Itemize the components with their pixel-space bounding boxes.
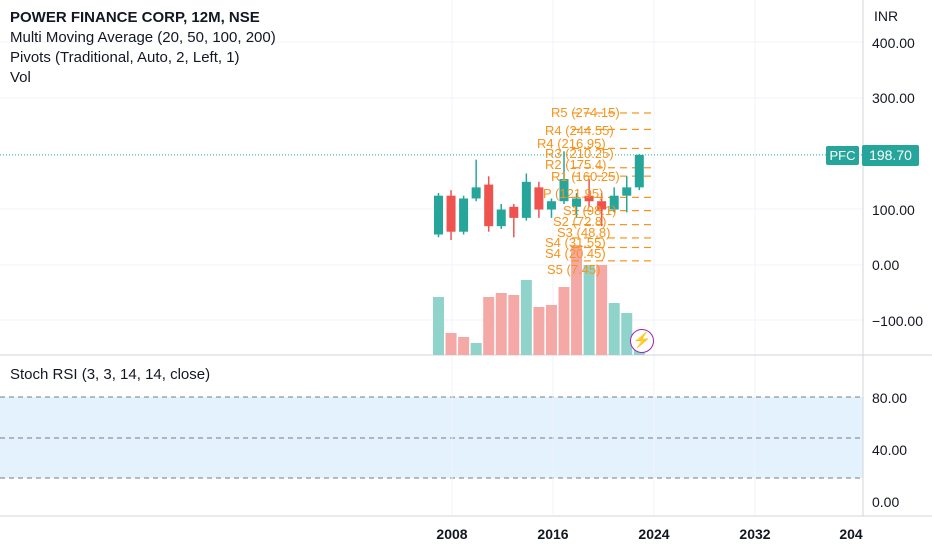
symbol-badge: PFC	[826, 146, 859, 165]
indicator-mma[interactable]: Multi Moving Average (20, 50, 100, 200)	[10, 29, 276, 46]
symbol-title: POWER FINANCE CORP, 12M, NSE	[10, 9, 260, 26]
stoch-rsi-title[interactable]: Stoch RSI (3, 3, 14, 14, close)	[10, 366, 211, 383]
price-tick: 100.00	[872, 202, 915, 218]
price-tick: 400.00	[872, 35, 915, 51]
time-tick: 204	[839, 526, 863, 542]
candle-body	[459, 198, 469, 232]
pivot-label: S5 (7.45)	[547, 262, 601, 277]
volume-bar	[608, 303, 620, 355]
candle-body	[446, 195, 456, 232]
volume-bar	[621, 313, 633, 355]
last-price-label: 198.70	[862, 145, 919, 166]
osc-tick: 40.00	[872, 442, 908, 458]
volume-bar	[558, 287, 570, 355]
pivot-label: S4 (31.55)	[545, 235, 606, 250]
price-tick: −100.00	[872, 313, 923, 329]
candle-body	[484, 184, 494, 227]
candle-body	[597, 201, 607, 210]
volume-bar	[571, 245, 583, 355]
pivot-label: R5 (274.15)	[551, 105, 620, 120]
candle-body	[609, 195, 619, 210]
pivot-label: R3 (210.25)	[545, 146, 614, 161]
candle-body	[559, 179, 569, 202]
pivot-label: S4 (20.45)	[545, 246, 606, 261]
pivot-label: R4 (244.55)	[545, 123, 614, 138]
time-tick: 2016	[537, 526, 569, 542]
volume-bar	[596, 265, 608, 355]
time-tick: 2024	[638, 526, 670, 542]
pivot-label: S1 (98.1)	[563, 203, 617, 218]
pivot-label: S2 (72.8)	[553, 214, 607, 229]
pivot-label: S3 (48.8)	[557, 225, 611, 240]
indicator-vol[interactable]: Vol	[10, 69, 31, 86]
currency-label[interactable]: INR	[874, 8, 899, 24]
volume-bar	[495, 293, 507, 355]
volume-bar	[545, 305, 557, 355]
price-tick: 300.00	[872, 90, 915, 106]
time-tick: 2008	[436, 526, 468, 542]
price-tick: 0.00	[872, 257, 900, 273]
osc-tick: 80.00	[872, 390, 908, 406]
candle-body	[572, 198, 582, 207]
candle-body	[434, 195, 443, 235]
indicator-pivots[interactable]: Pivots (Traditional, Auto, 2, Left, 1)	[10, 49, 240, 66]
pivot-label: R2 (175.4)	[545, 157, 607, 172]
volume-bar	[520, 280, 532, 355]
flash-icon[interactable]: ⚡	[630, 329, 654, 353]
candle-body	[584, 195, 594, 202]
volume-bar	[458, 337, 470, 355]
pivot-label: P (121.95)	[543, 186, 604, 201]
time-tick: 2032	[739, 526, 771, 542]
candle-body	[471, 187, 481, 199]
candle-body	[521, 181, 531, 218]
chart-legend: POWER FINANCE CORP, 12M, NSE Multi Movin…	[10, 8, 276, 88]
volume-bar	[445, 333, 457, 355]
candle-body	[622, 187, 632, 196]
pivot-label: R4 (216.95)	[537, 136, 606, 151]
candle-body	[534, 187, 544, 210]
osc-tick: 0.00	[872, 494, 900, 510]
candle-body	[496, 209, 506, 227]
candle-body	[509, 206, 519, 218]
volume-bar	[483, 297, 495, 355]
volume-bar	[583, 265, 595, 355]
candle-body	[546, 201, 556, 210]
candle-body	[634, 154, 644, 188]
stoch-rsi-band	[0, 397, 863, 478]
volume-bar	[508, 295, 520, 355]
volume-bar	[470, 343, 482, 355]
volume-bar	[533, 307, 545, 355]
pivot-label: R1 (160.25)	[551, 169, 620, 184]
volume-bar	[433, 297, 444, 355]
